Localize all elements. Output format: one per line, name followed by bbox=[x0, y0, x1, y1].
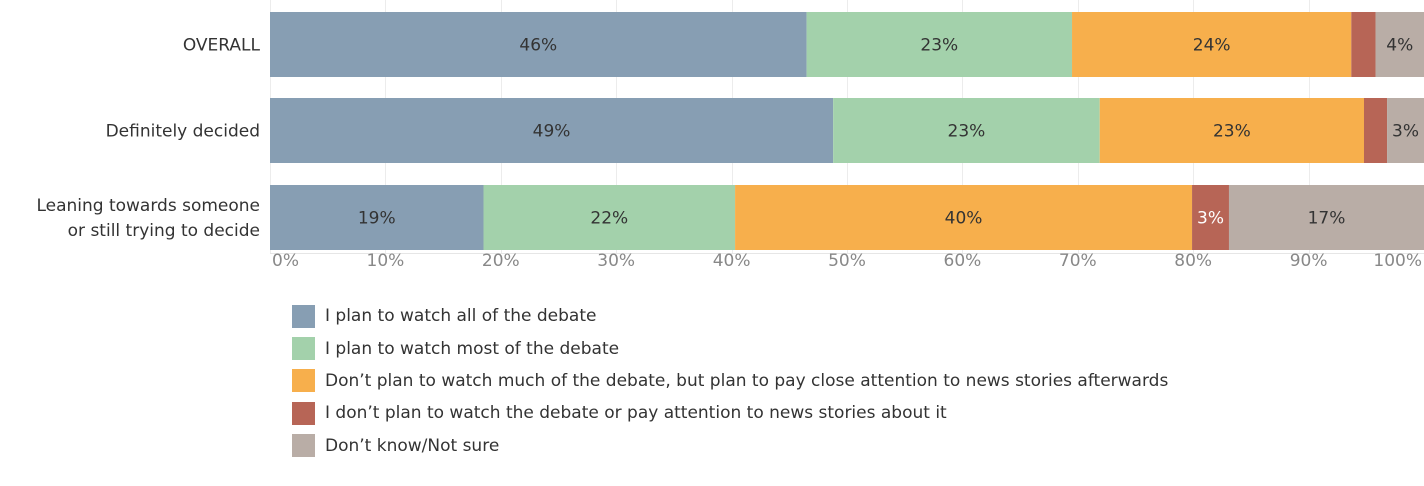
bar-segment bbox=[1375, 12, 1424, 77]
chart-legend: I plan to watch all of the debate I plan … bbox=[292, 300, 1168, 462]
bar-segment bbox=[806, 12, 1073, 77]
category-label: or still trying to decide bbox=[68, 221, 260, 241]
bar-data-label: 23% bbox=[948, 122, 986, 142]
bar-segment bbox=[270, 98, 834, 163]
x-tick-label: 70% bbox=[1059, 251, 1097, 271]
bar-data-label: 23% bbox=[1213, 122, 1251, 142]
bar-segment bbox=[1072, 12, 1352, 77]
x-tick-label: 20% bbox=[482, 251, 520, 271]
bar-segment bbox=[1099, 98, 1364, 163]
bar-data-label: 23% bbox=[920, 36, 958, 56]
legend-item: I plan to watch all of the debate bbox=[292, 300, 1168, 332]
bar-data-label: 3% bbox=[1392, 122, 1419, 142]
bar-data-label: 22% bbox=[590, 209, 628, 229]
legend-label: I plan to watch all of the debate bbox=[325, 306, 597, 327]
legend-label: I plan to watch most of the debate bbox=[325, 338, 620, 359]
x-tick-label: 10% bbox=[367, 251, 405, 271]
legend-swatch bbox=[292, 369, 315, 393]
bar-data-label: 40% bbox=[945, 209, 983, 229]
bar-segment bbox=[735, 185, 1193, 250]
x-tick-label: 100% bbox=[1373, 251, 1422, 271]
category-label: Leaning towards someone bbox=[36, 196, 260, 216]
x-tick-label: 80% bbox=[1174, 251, 1212, 271]
bar-segment bbox=[483, 185, 736, 250]
bar-data-label: 4% bbox=[1386, 36, 1413, 56]
bar-segment bbox=[1387, 98, 1424, 163]
legend-label: I don’t plan to watch the debate or pay … bbox=[325, 403, 947, 424]
chart-svg: 46% 23% 24% 4% OVERALL 49% 23% 23% 3% Definitely … bbox=[36, 0, 1424, 271]
bar-data-label: 17% bbox=[1308, 209, 1346, 229]
legend-item: Don’t plan to watch much of the debate, … bbox=[292, 365, 1168, 397]
bar-segment bbox=[1228, 185, 1424, 250]
bar-data-label: 24% bbox=[1193, 36, 1231, 56]
bar-segment bbox=[1363, 98, 1388, 163]
legend-swatch bbox=[292, 304, 315, 328]
x-tick-label: 40% bbox=[713, 251, 751, 271]
category-label: Definitely decided bbox=[106, 122, 260, 142]
x-tick-label: 30% bbox=[597, 251, 635, 271]
legend-label: Don’t plan to watch much of the debate, … bbox=[325, 370, 1169, 391]
x-tick-label: 0% bbox=[272, 251, 299, 271]
x-tick-label: 90% bbox=[1290, 251, 1328, 271]
bar-segment bbox=[833, 98, 1100, 163]
bar-data-label: 3% bbox=[1197, 209, 1224, 229]
bar-segment bbox=[270, 12, 807, 77]
legend-swatch bbox=[292, 337, 315, 361]
legend-label: Don’t know/Not sure bbox=[325, 435, 500, 456]
stacked-bar-chart: 46% 23% 24% 4% OVERALL 49% 23% 23% 3% Definitely … bbox=[36, 0, 1424, 271]
legend-item: I plan to watch most of the debate bbox=[292, 332, 1168, 364]
x-tick-label: 60% bbox=[944, 251, 982, 271]
bar-segment bbox=[1351, 12, 1376, 77]
legend-item: I don’t plan to watch the debate or pay … bbox=[292, 397, 1168, 429]
legend-item: Don’t know/Not sure bbox=[292, 430, 1168, 462]
bar-data-label: 49% bbox=[533, 122, 571, 142]
category-label: OVERALL bbox=[183, 36, 261, 56]
x-tick-label: 50% bbox=[828, 251, 866, 271]
legend-swatch bbox=[292, 401, 315, 425]
bar-data-label: 46% bbox=[519, 36, 557, 56]
bar-segment bbox=[1192, 185, 1229, 250]
bar-segment bbox=[270, 185, 484, 250]
bar-data-label: 19% bbox=[358, 209, 396, 229]
legend-swatch bbox=[292, 434, 315, 458]
